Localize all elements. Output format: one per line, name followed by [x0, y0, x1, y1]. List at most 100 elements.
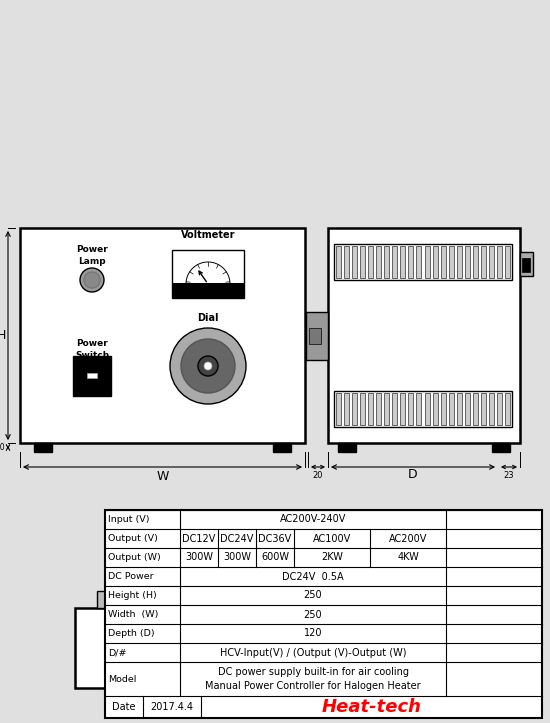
Text: AC100V: AC100V — [313, 534, 351, 544]
Bar — [456, 393, 461, 425]
Bar — [465, 393, 470, 425]
Text: DC Power: DC Power — [108, 572, 153, 581]
Bar — [172, 283, 244, 298]
Text: Manual Power Controller for Halogen Heater: Manual Power Controller for Halogen Heat… — [205, 682, 421, 691]
Bar — [392, 246, 397, 278]
Bar — [425, 393, 430, 425]
Bar — [492, 443, 510, 452]
Bar — [334, 244, 512, 280]
Bar — [400, 246, 405, 278]
Text: DC36V: DC36V — [258, 534, 292, 544]
Text: 2KW: 2KW — [321, 552, 343, 562]
Bar — [505, 246, 510, 278]
Circle shape — [80, 268, 104, 292]
Text: 250: 250 — [304, 591, 322, 601]
Bar — [441, 393, 446, 425]
Text: Width  (W): Width (W) — [108, 610, 158, 619]
Text: Power: Power — [76, 246, 108, 254]
Bar — [222, 591, 290, 608]
Circle shape — [198, 356, 218, 376]
Bar — [384, 393, 389, 425]
Bar — [432, 246, 438, 278]
Bar — [368, 246, 373, 278]
Text: AC200V-240V: AC200V-240V — [280, 515, 346, 524]
Bar — [465, 246, 470, 278]
Text: 2017.4.4: 2017.4.4 — [151, 702, 194, 712]
Bar — [441, 246, 446, 278]
Bar — [416, 246, 421, 278]
Bar — [360, 246, 365, 278]
Bar — [344, 393, 349, 425]
Text: H: H — [0, 329, 6, 342]
Bar — [489, 393, 494, 425]
Text: Dial: Dial — [197, 313, 219, 323]
Text: Power: Power — [76, 340, 108, 348]
Bar — [165, 594, 177, 605]
Text: DC24V: DC24V — [221, 534, 254, 544]
Text: Date: Date — [112, 702, 136, 712]
Bar — [481, 393, 486, 425]
Text: 23: 23 — [504, 471, 514, 479]
Bar — [497, 393, 502, 425]
Bar — [352, 393, 357, 425]
Bar — [520, 252, 533, 276]
Text: AC200V: AC200V — [389, 534, 427, 544]
Text: DC24V  0.5A: DC24V 0.5A — [282, 571, 344, 581]
Text: Input (V): Input (V) — [108, 515, 150, 524]
Bar — [473, 393, 478, 425]
Text: W: W — [156, 469, 169, 482]
Bar — [268, 594, 280, 605]
Text: 600W: 600W — [261, 552, 289, 562]
Text: Lamp: Lamp — [78, 257, 106, 265]
Bar — [456, 246, 461, 278]
Bar — [192, 704, 208, 713]
Bar — [73, 356, 111, 396]
Text: 300W: 300W — [223, 552, 251, 562]
Bar — [338, 443, 356, 452]
Bar — [34, 443, 52, 452]
Bar — [409, 246, 414, 278]
Bar — [75, 608, 325, 688]
Bar — [481, 246, 486, 278]
Text: 20: 20 — [313, 471, 323, 479]
Text: DC power supply built-in for air cooling: DC power supply built-in for air cooling — [217, 667, 409, 677]
Bar — [384, 246, 389, 278]
Bar — [334, 391, 512, 427]
Bar — [360, 393, 365, 425]
Bar — [489, 246, 494, 278]
Text: 120: 120 — [304, 628, 322, 638]
Bar — [249, 594, 261, 605]
Bar — [145, 594, 157, 605]
Bar — [328, 228, 520, 443]
Bar — [449, 393, 454, 425]
Text: Output (V): Output (V) — [108, 534, 158, 543]
Text: Output (W): Output (W) — [108, 553, 161, 562]
Text: 10: 10 — [0, 443, 5, 452]
Bar — [432, 393, 438, 425]
Bar — [416, 393, 421, 425]
Text: 4KW: 4KW — [397, 552, 419, 562]
Text: Voltmeter: Voltmeter — [181, 230, 235, 240]
Bar — [344, 246, 349, 278]
Circle shape — [204, 362, 212, 370]
Bar — [376, 246, 381, 278]
Bar — [336, 246, 341, 278]
Text: Model: Model — [108, 675, 136, 683]
Circle shape — [84, 272, 100, 288]
Bar — [497, 246, 502, 278]
Bar — [522, 258, 530, 272]
Bar — [409, 393, 414, 425]
Text: D/#: D/# — [108, 648, 126, 657]
Bar — [186, 688, 214, 704]
Bar — [309, 328, 321, 344]
Bar — [230, 594, 242, 605]
Bar — [172, 250, 244, 298]
Circle shape — [170, 328, 246, 404]
Text: Depth (D): Depth (D) — [108, 629, 155, 638]
Text: Height (H): Height (H) — [108, 591, 157, 600]
Bar — [20, 228, 305, 443]
Text: 250: 250 — [304, 609, 322, 620]
Bar — [336, 393, 341, 425]
Text: Switch: Switch — [75, 351, 109, 359]
Circle shape — [181, 339, 235, 393]
